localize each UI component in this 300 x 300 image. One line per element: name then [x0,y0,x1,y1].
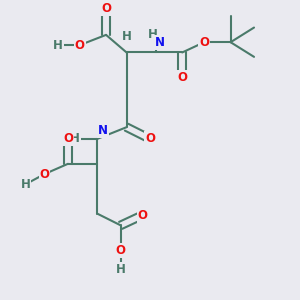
Text: O: O [101,2,111,15]
Text: O: O [177,71,187,84]
Text: H: H [20,178,30,191]
Text: N: N [155,36,165,49]
Text: H: H [148,28,158,41]
Text: O: O [63,132,73,146]
Text: O: O [75,39,85,52]
Text: H: H [116,263,126,276]
Text: O: O [199,36,209,49]
Text: O: O [145,132,155,146]
Text: N: N [98,124,108,136]
Text: O: O [40,168,50,181]
Text: H: H [53,39,63,52]
Text: O: O [116,244,126,257]
Text: H: H [122,30,131,43]
Text: O: O [138,208,148,222]
Text: H: H [70,132,80,146]
